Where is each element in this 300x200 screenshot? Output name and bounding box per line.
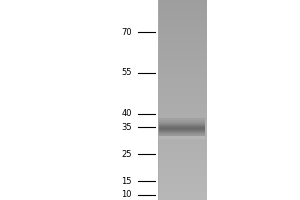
Text: 40: 40 xyxy=(122,109,132,118)
Text: 35: 35 xyxy=(122,123,132,132)
Text: 55: 55 xyxy=(122,68,132,77)
Text: 10: 10 xyxy=(122,190,132,199)
Text: 15: 15 xyxy=(122,177,132,186)
Text: 25: 25 xyxy=(122,150,132,159)
Text: 70: 70 xyxy=(122,28,132,37)
